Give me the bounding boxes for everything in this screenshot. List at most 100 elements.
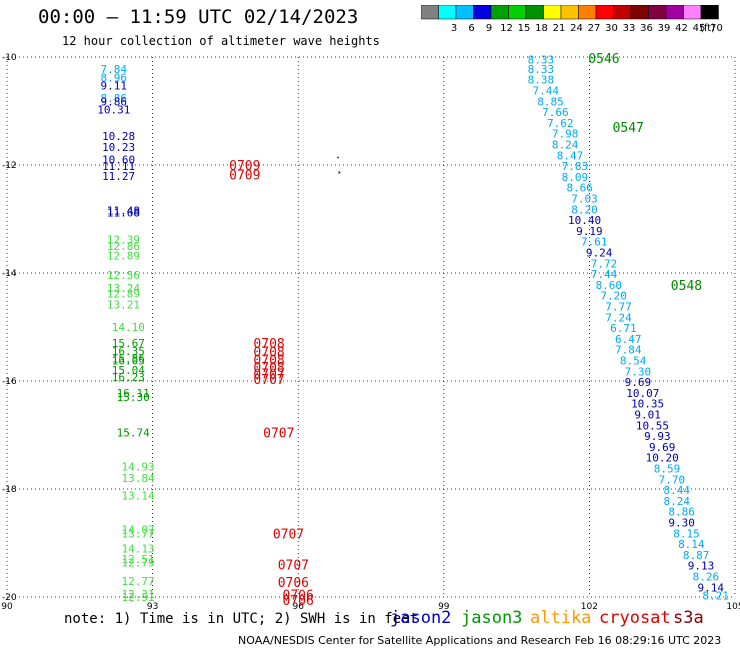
pass-time-label: 0709 — [229, 169, 260, 184]
island-mark — [338, 171, 341, 174]
wave-height-label: 8.14 — [678, 538, 705, 551]
wave-height-label: 8.96 — [101, 72, 128, 85]
wave-height-label: 8.66 — [566, 182, 593, 195]
wave-height-label: 8.86 — [668, 506, 695, 519]
wave-height-label: 7.77 — [605, 300, 632, 313]
legend-jason2: jason2 — [390, 608, 452, 628]
lat-tick-label: -14 — [2, 269, 17, 279]
pass-time-label: 0709 — [229, 159, 260, 174]
wave-height-label: 8.47 — [557, 149, 584, 162]
wave-height-label: 13.84 — [121, 472, 154, 485]
wave-height-label: 10.40 — [568, 214, 601, 227]
colorbar-tick-label: 27 — [588, 23, 601, 34]
colorbar-tick-label: 33 — [623, 23, 636, 34]
wave-height-label: 12.86 — [107, 240, 140, 253]
wave-height-label: 7.03 — [571, 192, 598, 205]
colorbar-tick-label: 45 — [693, 23, 706, 34]
pass-time-label: 0708 — [253, 353, 284, 368]
wave-height-label: 11.11 — [102, 160, 135, 173]
wave-height-label: 11.68 — [107, 207, 140, 220]
wave-height-label: 8.44 — [664, 484, 691, 497]
colorbar-tick-label: 9 — [486, 23, 492, 34]
wave-height-label: 8.24 — [664, 495, 691, 508]
wave-height-label: 12.89 — [107, 250, 140, 263]
wave-height-label: 8.26 — [693, 570, 720, 583]
wave-height-label: 8.38 — [528, 74, 555, 87]
legend-jason3: jason3 — [461, 608, 523, 628]
wave-height-label: 7.20 — [600, 290, 627, 303]
wave-height-label: 9.69 — [649, 441, 676, 454]
pass-time-label: 0707 — [263, 426, 294, 441]
pass-time-label: 0707 — [253, 373, 284, 388]
footnote: note: 1) Time is in UTC; 2) SWH is in fe… — [64, 611, 419, 627]
colorbar-tick-label: 42 — [675, 23, 688, 34]
pass-time-label: 0706 — [283, 588, 314, 603]
wave-height-label: 10.20 — [646, 452, 679, 465]
pass-time-label: 0708 — [253, 337, 284, 352]
wave-height-label: 7.66 — [542, 106, 569, 119]
wave-height-label: 10.28 — [102, 130, 135, 143]
wave-height-label: 6.71 — [610, 322, 637, 335]
wave-height-label: 10.35 — [631, 398, 664, 411]
wave-height-label: 14.93 — [121, 460, 154, 473]
wave-height-label: 8.86 — [101, 92, 128, 105]
colorbar-tick-label: 21 — [553, 23, 566, 34]
wave-height-label: 8.20 — [571, 203, 598, 216]
colorbar-tick-label: 3 — [451, 23, 457, 34]
wave-height-label: 12.77 — [121, 575, 154, 588]
wave-height-label: 14.10 — [112, 321, 145, 334]
wave-height-label: 16.11 — [117, 387, 150, 400]
lon-tick-label: 93 — [147, 602, 158, 610]
wave-height-label: 7.24 — [605, 311, 632, 324]
island-mark — [337, 156, 339, 159]
lon-tick-label: 90 — [1, 602, 13, 610]
wave-height-label: 12.51 — [121, 553, 154, 566]
colorbar-swatch — [700, 5, 719, 20]
wave-height-label: 9.69 — [625, 376, 652, 389]
colorbar-tick-label: 70 — [710, 23, 723, 34]
wave-height-label: 10.31 — [97, 103, 130, 116]
wave-height-label: 13.77 — [121, 527, 154, 540]
wave-height-colorbar: 3 6 9 12 15 18 21 24 27 30 33 36 39 42 45 70(ft) — [421, 5, 723, 34]
wave-height-label: 11.27 — [102, 170, 135, 183]
wave-height-label: 7.83 — [562, 160, 589, 173]
colorbar-tick-label: 6 — [468, 23, 474, 34]
wave-height-label: 8.21 — [702, 589, 729, 602]
credit-line: NOAA/NESDIS Center for Satellite Applica… — [238, 634, 722, 647]
wave-height-label: 12.51 — [121, 591, 154, 604]
wave-height-label: 7.72 — [591, 257, 618, 270]
legend-s3a: s3a — [673, 608, 704, 628]
wave-height-label: 15.04 — [112, 364, 145, 377]
wave-height-label: 9.11 — [101, 80, 128, 93]
colorbar-unit: (ft) — [700, 23, 715, 34]
pass-time-label: 0707 — [273, 527, 304, 542]
wave-height-label: 12.39 — [107, 234, 140, 247]
lon-tick-label: 99 — [438, 602, 450, 610]
legend-altika: altika — [530, 608, 592, 628]
wave-height-label: 8.15 — [673, 527, 700, 540]
wave-height-label: 9.86 — [101, 95, 128, 108]
wave-height-label: 7.44 — [591, 268, 618, 281]
wave-height-label: 10.55 — [636, 419, 669, 432]
page-title: 00:00 – 11:59 UTC 02/14/2023 — [38, 6, 359, 28]
colorbar-tick-label: 30 — [605, 23, 618, 34]
lon-tick-label: 96 — [292, 602, 304, 610]
wave-height-label: 16.35 — [112, 345, 145, 358]
pass-time-label: 0548 — [671, 279, 702, 294]
wave-height-label: 13.14 — [121, 489, 154, 502]
pass-time-label: 0706 — [278, 576, 309, 591]
pass-time-label: 0706 — [283, 594, 314, 609]
wave-height-label: 9.13 — [688, 560, 715, 573]
colorbar-tick-label: 24 — [570, 23, 583, 34]
wave-height-label: 8.54 — [620, 354, 647, 367]
wave-height-label: 12.31 — [121, 588, 154, 601]
pass-time-label: 0546 — [588, 52, 619, 67]
pass-time-label: 0707 — [278, 559, 309, 574]
wave-height-label: 8.33 — [528, 63, 555, 76]
wave-height-label: 7.98 — [552, 128, 579, 141]
pass-time-label: 0708 — [253, 345, 284, 360]
wave-height-label: 6.47 — [615, 333, 642, 346]
colorbar-tick-label: 15 — [518, 23, 531, 34]
wave-height-label: 8.59 — [654, 462, 681, 475]
wave-height-label: 12.56 — [107, 269, 140, 282]
